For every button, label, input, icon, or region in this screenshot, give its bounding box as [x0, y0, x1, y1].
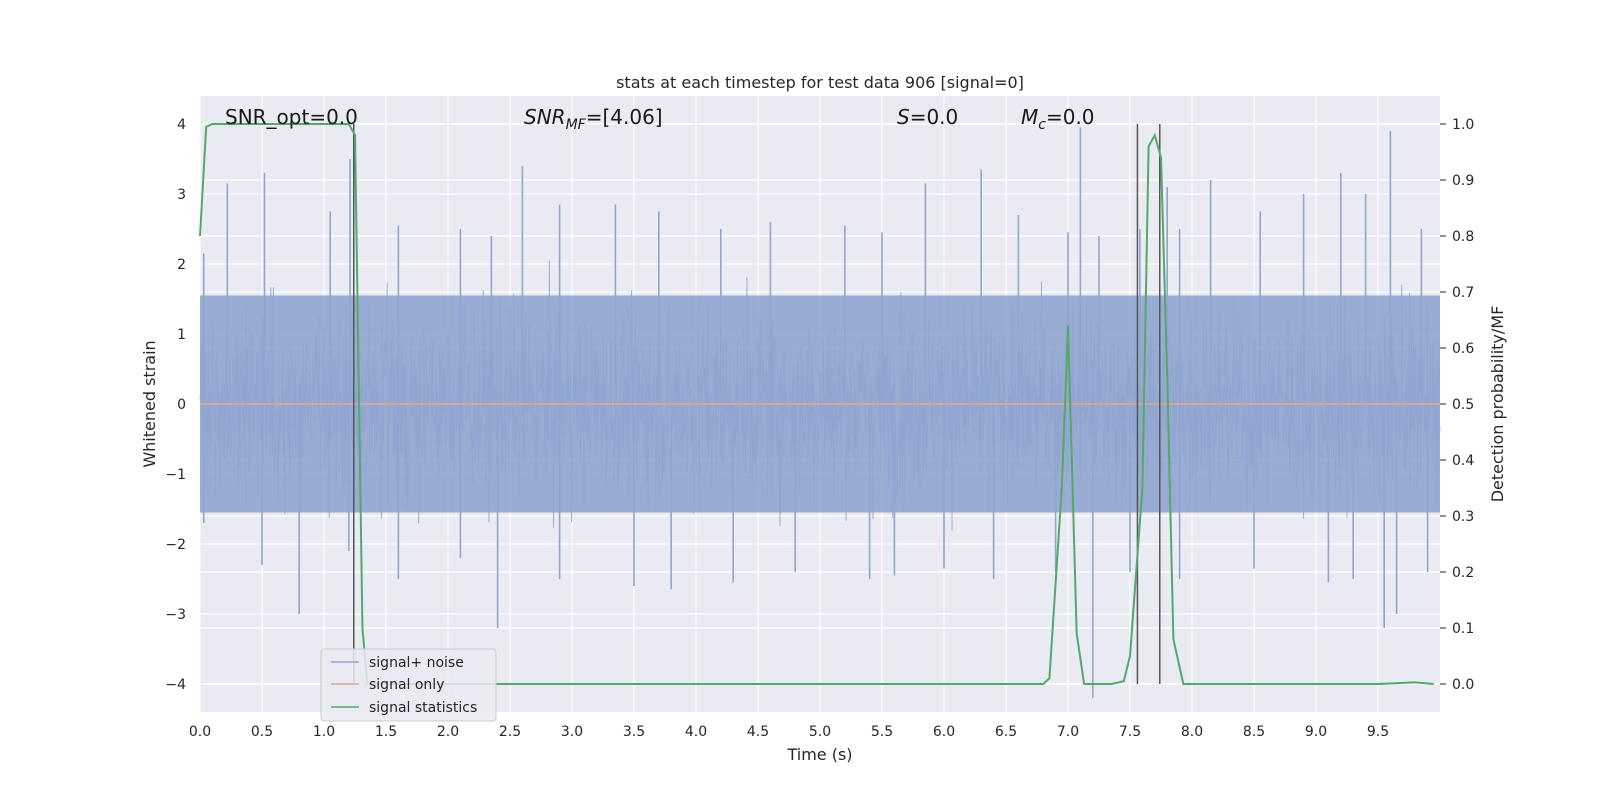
- x-tick-label: 2.0: [437, 724, 459, 740]
- x-tick-label: 9.0: [1305, 724, 1327, 740]
- x-tick-label: 7.5: [1119, 724, 1141, 740]
- mc-value: =0.0: [1046, 105, 1095, 129]
- y2-axis-label: Detection probability/MF: [1488, 306, 1507, 503]
- y-tick-label: −4: [165, 677, 186, 693]
- chart-title: stats at each timestep for test data 906…: [616, 73, 1024, 92]
- legend-label-signal-statistics: signal statistics: [369, 700, 477, 716]
- y2-tick-label: 0.2: [1452, 565, 1474, 581]
- y2-tick-label: 0.6: [1452, 341, 1474, 357]
- x-tick-label: 5.0: [809, 724, 831, 740]
- x-tick-label: 0.5: [251, 724, 273, 740]
- y2-tick-label: 0.3: [1452, 509, 1474, 525]
- legend: signal+ noise signal only signal statist…: [320, 648, 497, 722]
- x-tick-label: 6.0: [933, 724, 955, 740]
- x-tick-label: 9.5: [1367, 724, 1389, 740]
- y-tick-label: 2: [177, 257, 186, 273]
- y-tick-label: 4: [177, 117, 186, 133]
- x-tick-label: 5.5: [871, 724, 893, 740]
- y2-tick-label: 0.5: [1452, 397, 1474, 413]
- x-tick-label: 0.0: [189, 724, 211, 740]
- x-tick-label: 7.0: [1057, 724, 1079, 740]
- x-tick-label: 1.5: [375, 724, 397, 740]
- y-tick-label: 1: [177, 327, 186, 343]
- x-tick-label: 4.0: [685, 724, 707, 740]
- x-axis-label: Time (s): [786, 745, 852, 764]
- y2-tick-label: 0.1: [1452, 621, 1474, 637]
- y2-tick-label: 0.0: [1452, 677, 1474, 693]
- snr-mf-subscript: MF: [566, 117, 587, 133]
- s-symbol: S: [897, 105, 910, 129]
- s-value: =0.0: [910, 105, 959, 129]
- snr-mf-symbol: SNR: [524, 105, 566, 129]
- x-axis-ticks: 0.0 0.5 1.0 1.5 2.0 2.5 3.0 3.5 4.0 4.5 5.0 5.5 6.0 6…: [189, 724, 1389, 740]
- y2-tick-label: 1.0: [1452, 117, 1474, 133]
- snr-mf-value: =[4.06]: [586, 105, 663, 129]
- y-tick-label: 3: [177, 187, 186, 203]
- legend-box: [320, 648, 497, 722]
- x-tick-label: 1.0: [313, 724, 335, 740]
- y-tick-label: −1: [165, 467, 186, 483]
- y-axis-ticks: −4 −3 −2 −1 0 1 2 3 4: [165, 117, 186, 693]
- signal-statistics-series: [199, 123, 1434, 685]
- y-tick-label: 0: [177, 397, 186, 413]
- snr-opt-annotation: SNR_opt=0.0: [225, 105, 358, 129]
- x-tick-label: 4.5: [747, 724, 769, 740]
- vertical-markers: [353, 124, 1161, 684]
- mc-annotation: Mc=0.0: [1021, 105, 1095, 133]
- s-annotation: S=0.0: [897, 105, 958, 129]
- mc-subscript: c: [1038, 117, 1046, 133]
- x-tick-label: 8.0: [1181, 724, 1203, 740]
- y2-tick-label: 0.4: [1452, 453, 1474, 469]
- x-tick-label: 8.5: [1243, 724, 1265, 740]
- y-tick-label: −3: [165, 607, 186, 623]
- snr-mf-annotation: SNRMF=[4.06]: [524, 105, 663, 133]
- x-tick-label: 6.5: [995, 724, 1017, 740]
- y2-axis-ticks: 0.0 0.1 0.2 0.3 0.4 0.5 0.6 0.7 0.8 0.9 1.0: [1440, 117, 1474, 693]
- x-tick-label: 2.5: [499, 724, 521, 740]
- y2-tick-label: 0.7: [1452, 285, 1474, 301]
- y-tick-label: −2: [165, 537, 186, 553]
- y-axis-label: Whitened strain: [140, 340, 159, 467]
- y2-tick-label: 0.8: [1452, 229, 1474, 245]
- x-tick-label: 3.0: [561, 724, 583, 740]
- y2-tick-label: 0.9: [1452, 173, 1474, 189]
- signal-statistics-line: [199, 123, 1434, 685]
- x-tick-label: 3.5: [623, 724, 645, 740]
- legend-label-signal-only: signal only: [369, 677, 444, 693]
- legend-label-signal-noise: signal+ noise: [369, 655, 464, 671]
- mc-symbol: M: [1021, 105, 1038, 129]
